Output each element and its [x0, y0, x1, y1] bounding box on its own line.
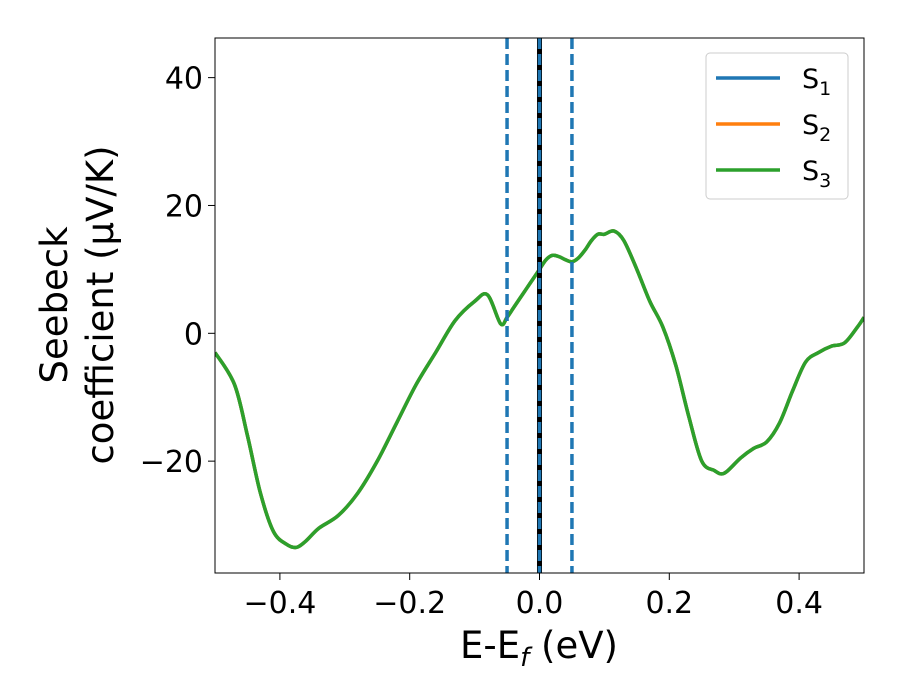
y-tick-label: −20: [140, 445, 203, 480]
y-tick-label: 20: [165, 189, 203, 224]
y-tick-label: 0: [184, 317, 203, 352]
x-tick-label: 0.2: [645, 586, 693, 621]
chart-marks: [215, 38, 864, 573]
legend-label-s3: S3: [802, 156, 831, 192]
x-axis-title: E-Ef (eV): [460, 624, 618, 673]
legend: S1 S2 S3: [705, 52, 849, 200]
legend-label-s2: S2: [802, 110, 831, 146]
x-ticks: −0.4 −0.2 0.0 0.2 0.4: [243, 573, 823, 621]
y-ticks: −20 0 20 40: [140, 62, 215, 480]
legend-box: [705, 52, 849, 200]
x-tick-label: −0.4: [243, 586, 316, 621]
y-tick-label: 40: [165, 62, 203, 97]
y-axis-title-line1: Seebeck: [33, 226, 76, 384]
legend-label-s1: S1: [802, 64, 831, 100]
x-tick-label: −0.2: [373, 586, 446, 621]
series-line-s3: [215, 229, 864, 550]
y-axis-title-line2: coefficient (μV/K): [79, 145, 122, 464]
x-tick-label: 0.0: [516, 586, 564, 621]
x-tick-label: 0.4: [775, 586, 823, 621]
